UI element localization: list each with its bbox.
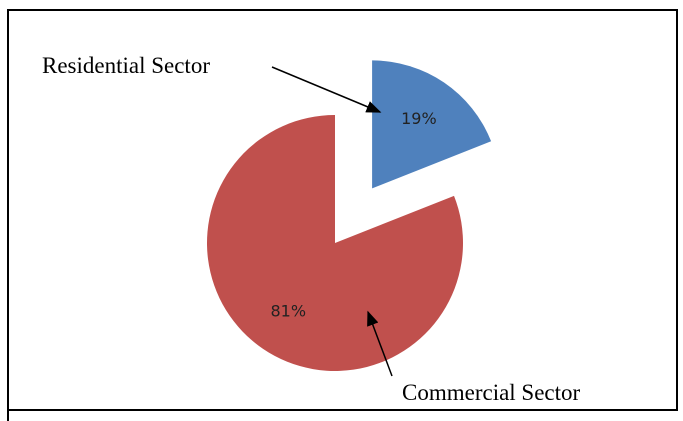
- category-label: Commercial Sector: [402, 380, 581, 405]
- label-arrow: [271, 66, 382, 113]
- category-label: Residential Sector: [42, 53, 210, 78]
- value-label: 19%: [401, 109, 437, 128]
- value-label: 81%: [270, 301, 306, 320]
- label-arrow: [367, 310, 393, 377]
- pie-slice: [206, 115, 464, 371]
- frame: [7, 9, 678, 411]
- pie-slice: [372, 60, 492, 189]
- pie: [206, 60, 492, 371]
